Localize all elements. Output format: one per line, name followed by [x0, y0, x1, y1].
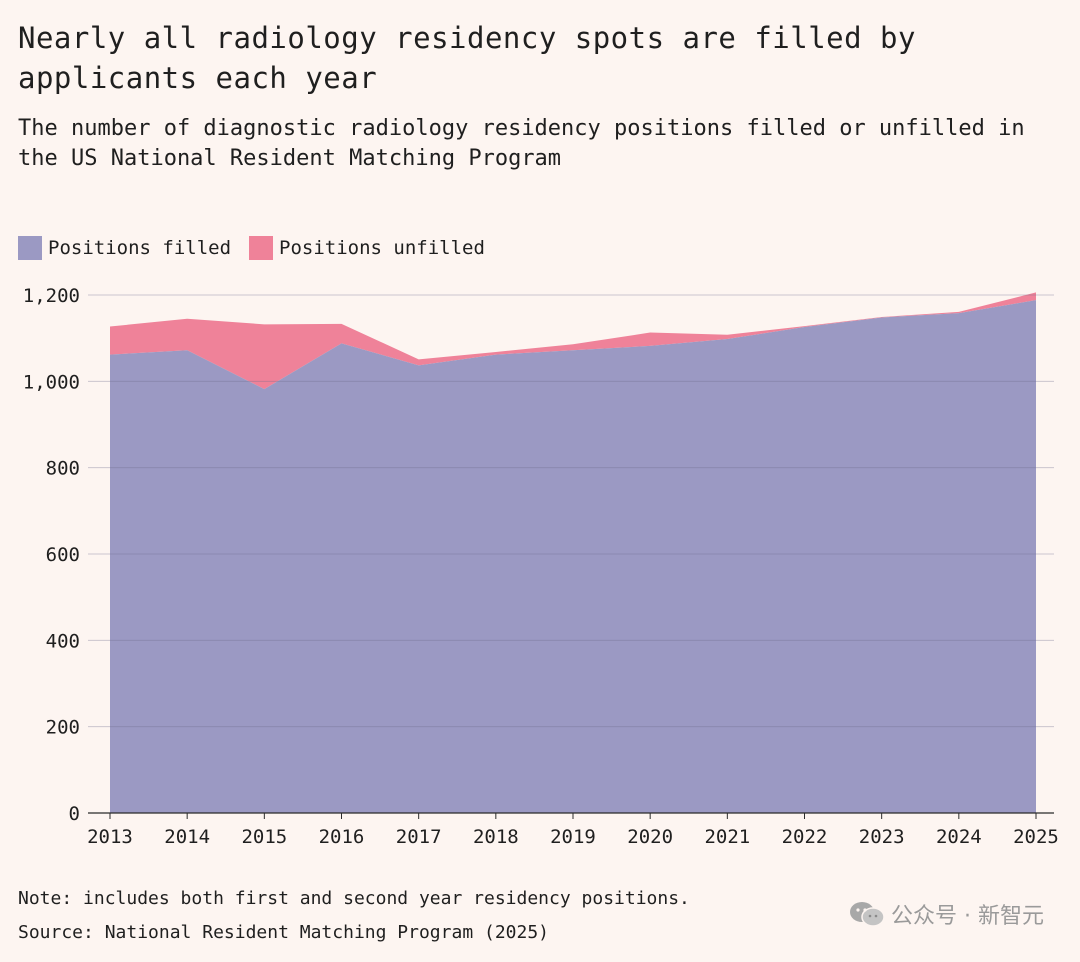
chart-note: Note: includes both first and second yea… — [18, 888, 690, 909]
x-tick-label: 2025 — [1013, 826, 1059, 848]
series-area-filled — [110, 300, 1036, 813]
y-tick-label: 800 — [46, 458, 80, 480]
wechat-icon — [850, 902, 885, 927]
area-chart: 0 200 400 600 800 1,000 1,200 2013 2014 2015 2016 2… — [23, 285, 1059, 848]
x-tick-label: 2018 — [473, 826, 519, 848]
x-tick-label: 2021 — [704, 826, 750, 848]
legend-label-unfilled: Positions unfilled — [279, 237, 485, 259]
legend-label-filled: Positions filled — [48, 237, 232, 259]
series-area-unfilled — [110, 292, 1036, 390]
legend-item-filled: Positions filled — [18, 236, 231, 260]
y-tick-label: 600 — [46, 544, 80, 566]
y-tick-label: 0 — [69, 803, 80, 825]
chart-source: Source: National Resident Matching Progr… — [18, 922, 550, 943]
x-tick-label: 2024 — [936, 826, 982, 848]
x-tick-label: 2019 — [550, 826, 596, 848]
x-tick-label: 2023 — [859, 826, 905, 848]
x-tick-label: 2015 — [241, 826, 287, 848]
watermark: 公众号 · 新智元 — [849, 898, 1044, 930]
chart-title: Nearly all radiology residency spots are… — [18, 21, 916, 95]
x-tick-label: 2017 — [396, 826, 442, 848]
legend-item-unfilled: Positions unfilled — [249, 236, 485, 260]
x-tick-label: 2014 — [164, 826, 210, 848]
x-tick-label: 2020 — [627, 826, 673, 848]
x-tick-label: 2013 — [87, 826, 133, 848]
legend-swatch-unfilled — [249, 236, 274, 260]
x-tick-label: 2022 — [782, 826, 828, 848]
watermark-text: 公众号 · 新智元 — [891, 904, 1044, 929]
y-tick-label: 1,000 — [23, 371, 80, 393]
legend-swatch-filled — [18, 236, 42, 260]
y-tick-label: 400 — [46, 630, 80, 652]
legend: Positions filled Positions unfilled — [18, 234, 503, 262]
chart-subtitle: The number of diagnostic radiology resid… — [18, 116, 1025, 171]
x-tick-label: 2016 — [319, 826, 365, 848]
y-tick-label: 1,200 — [23, 285, 80, 307]
y-tick-label: 200 — [46, 717, 80, 739]
